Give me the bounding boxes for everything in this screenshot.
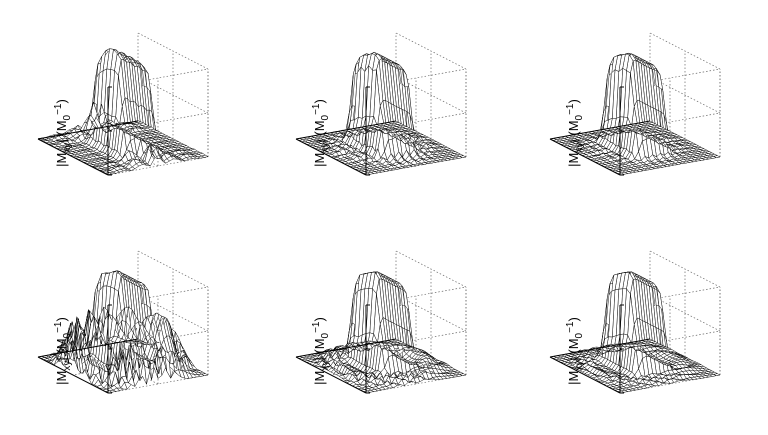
- surface-mesh: [37, 270, 209, 394]
- surface-mesh: [295, 52, 467, 176]
- y-axis-line: [549, 138, 621, 176]
- grid-line: [107, 68, 209, 88]
- x-axis-line: [549, 120, 651, 140]
- grid-line: [365, 112, 467, 132]
- surface-mesh: [37, 48, 209, 175]
- panel-c: |Mxy| (M0−1): [549, 32, 721, 176]
- grid-line: [137, 294, 209, 332]
- z-axis-label: |Mxy| (M0−1): [565, 99, 585, 167]
- y-axis-line: [37, 138, 109, 176]
- axes: |Mxy| (M0−1): [37, 86, 139, 176]
- axes: |Mxy| (M0−1): [295, 86, 397, 176]
- z-axis-label: |Mxy| (M0−1): [311, 99, 331, 167]
- grid-line: [365, 68, 467, 88]
- grid-line: [107, 156, 209, 176]
- grid-line: [619, 68, 721, 88]
- panel-a: |Mxy| (M0−1): [37, 32, 209, 176]
- grid-line: [107, 330, 209, 350]
- panel-b: |Mxy| (M0−1): [295, 32, 467, 176]
- surface-mesh: [549, 52, 721, 176]
- z-axis-label: |Mxy| (M0−1): [53, 99, 73, 167]
- panel-e: |Mxy| (M0−1): [295, 250, 467, 394]
- grid-line: [107, 286, 209, 306]
- grid-line: [395, 76, 467, 114]
- grid-line: [619, 112, 721, 132]
- panel-d: |Mxy| (M0−1): [37, 250, 209, 394]
- panel-f: |Mxy| (M0−1): [549, 250, 721, 394]
- grid-line: [137, 76, 209, 114]
- grid-line: [649, 76, 721, 114]
- axes: |Mxy| (M0−1): [549, 86, 651, 176]
- y-axis-line: [295, 138, 367, 176]
- x-axis-line: [37, 120, 139, 140]
- x-axis-line: [295, 120, 397, 140]
- grid-line: [107, 112, 209, 132]
